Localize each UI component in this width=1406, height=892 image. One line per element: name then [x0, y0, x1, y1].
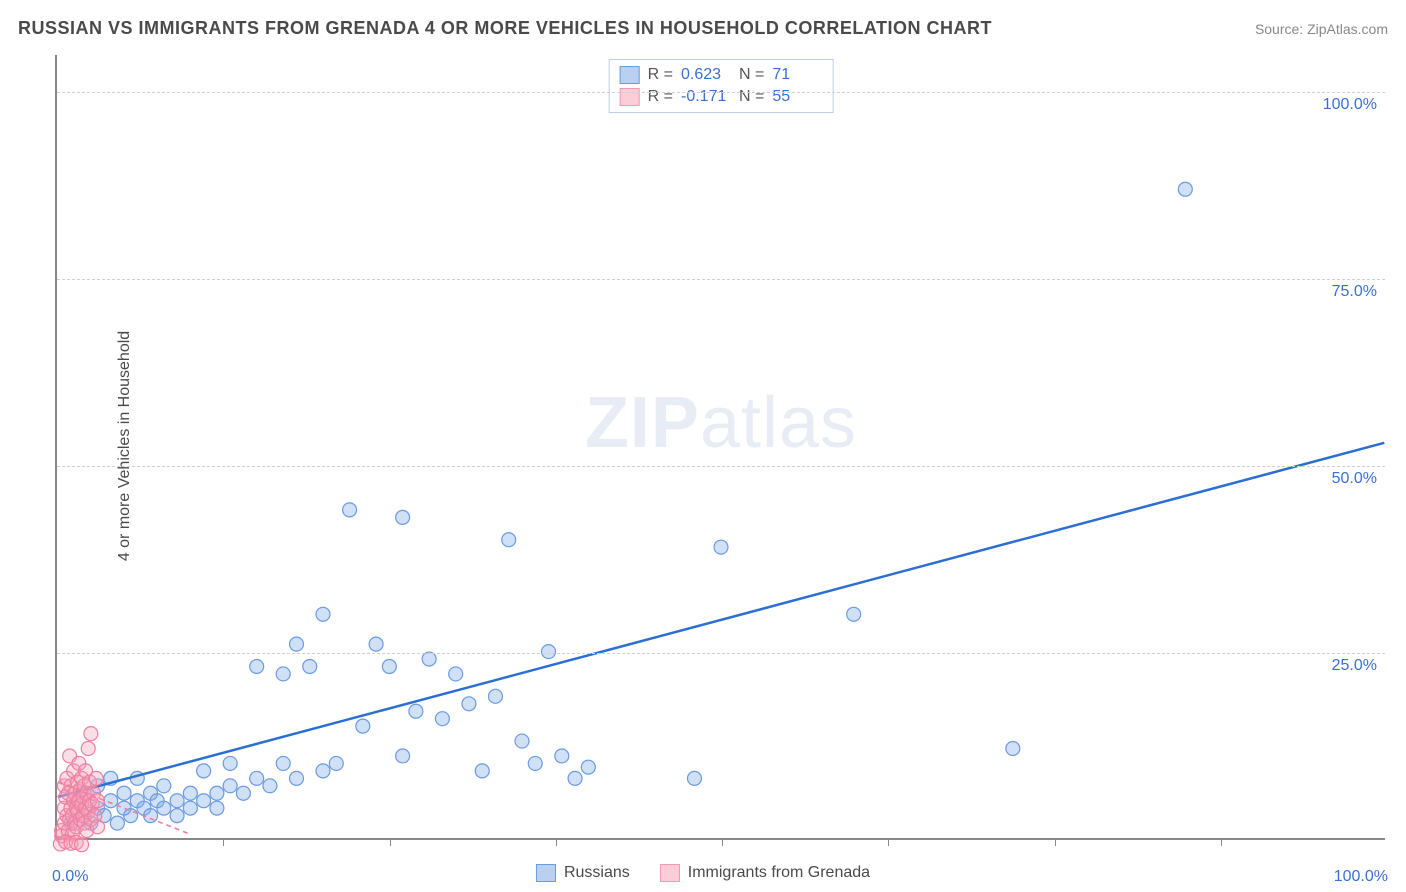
data-point	[110, 816, 124, 830]
x-tick	[556, 838, 557, 846]
y-tick-label: 50.0%	[1332, 470, 1377, 488]
data-point	[687, 771, 701, 785]
data-point	[847, 607, 861, 621]
data-point	[117, 786, 131, 800]
data-point	[91, 820, 105, 834]
legend-swatch	[536, 864, 556, 882]
data-point	[329, 756, 343, 770]
grid-line-h	[57, 466, 1385, 467]
data-point	[276, 667, 290, 681]
legend-swatch	[660, 864, 680, 882]
chart-title: RUSSIAN VS IMMIGRANTS FROM GRENADA 4 OR …	[18, 18, 992, 39]
data-point	[157, 779, 171, 793]
data-point	[462, 697, 476, 711]
plot-area: ZIPatlas R =0.623N =71R =-0.171N =55 25.…	[55, 55, 1385, 840]
data-point	[581, 760, 595, 774]
data-point	[1178, 182, 1192, 196]
data-point	[89, 771, 103, 785]
data-point	[303, 660, 317, 674]
data-point	[276, 756, 290, 770]
data-point	[81, 742, 95, 756]
y-tick-label: 100.0%	[1323, 96, 1377, 114]
trend-line	[58, 443, 1385, 797]
data-point	[290, 637, 304, 651]
source-label: Source: ZipAtlas.com	[1255, 21, 1388, 37]
data-point	[157, 801, 171, 815]
legend-label: Immigrants from Grenada	[688, 864, 870, 882]
data-point	[210, 786, 224, 800]
x-tick	[1055, 838, 1056, 846]
data-point	[210, 801, 224, 815]
data-point	[104, 794, 118, 808]
data-point	[382, 660, 396, 674]
data-point	[422, 652, 436, 666]
x-tick	[223, 838, 224, 846]
data-point	[542, 645, 556, 659]
data-point	[316, 764, 330, 778]
data-point	[84, 727, 98, 741]
data-point	[515, 734, 529, 748]
data-point	[369, 637, 383, 651]
data-point	[316, 607, 330, 621]
data-point	[75, 838, 89, 852]
data-point	[223, 756, 237, 770]
data-point	[488, 689, 502, 703]
data-point	[502, 533, 516, 547]
data-point	[263, 779, 277, 793]
x-tick	[1221, 838, 1222, 846]
data-point	[449, 667, 463, 681]
x-tick	[722, 838, 723, 846]
x-tick	[888, 838, 889, 846]
data-point	[714, 540, 728, 554]
data-point	[197, 794, 211, 808]
x-tick-label: 0.0%	[52, 868, 88, 886]
data-point	[343, 503, 357, 517]
y-tick-label: 75.0%	[1332, 283, 1377, 301]
data-point	[250, 660, 264, 674]
legend-item: Immigrants from Grenada	[660, 864, 870, 882]
data-point	[144, 809, 158, 823]
data-point	[124, 809, 138, 823]
data-point	[475, 764, 489, 778]
data-point	[183, 786, 197, 800]
data-point	[528, 756, 542, 770]
data-point	[183, 801, 197, 815]
title-bar: RUSSIAN VS IMMIGRANTS FROM GRENADA 4 OR …	[18, 18, 1388, 39]
legend-item: Russians	[536, 864, 630, 882]
data-point	[223, 779, 237, 793]
grid-line-h	[57, 653, 1385, 654]
scatter-svg	[57, 55, 1385, 838]
data-point	[568, 771, 582, 785]
data-point	[250, 771, 264, 785]
x-tick-label: 100.0%	[1334, 868, 1388, 886]
data-point	[170, 794, 184, 808]
data-point	[236, 786, 250, 800]
series-legend: Russians Immigrants from Grenada	[536, 864, 870, 882]
grid-line-h	[57, 92, 1385, 93]
data-point	[396, 749, 410, 763]
data-point	[396, 510, 410, 524]
legend-label: Russians	[564, 864, 630, 882]
data-point	[1006, 742, 1020, 756]
data-point	[290, 771, 304, 785]
x-tick	[390, 838, 391, 846]
data-point	[555, 749, 569, 763]
data-point	[170, 809, 184, 823]
data-point	[435, 712, 449, 726]
grid-line-h	[57, 279, 1385, 280]
data-point	[197, 764, 211, 778]
data-point	[356, 719, 370, 733]
y-tick-label: 25.0%	[1332, 657, 1377, 675]
data-point	[409, 704, 423, 718]
